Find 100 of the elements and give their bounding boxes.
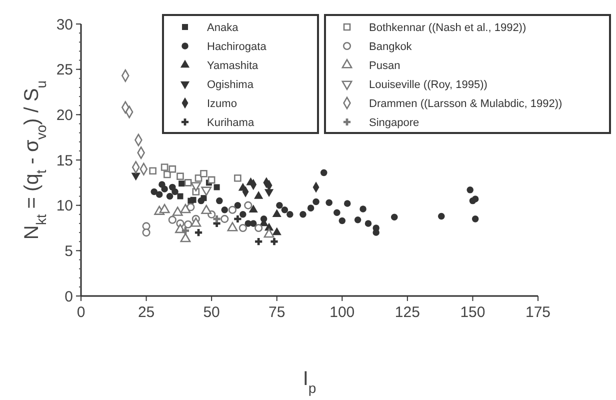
- point: [208, 176, 216, 184]
- legend-label: Anaka: [207, 22, 240, 34]
- point: [164, 170, 171, 178]
- point: [234, 202, 242, 209]
- x-tick-label: 150: [460, 304, 486, 321]
- x-tick-label: 0: [76, 304, 86, 321]
- point: [158, 181, 166, 188]
- point: [438, 212, 445, 220]
- point: [150, 188, 158, 196]
- point: [194, 174, 202, 182]
- point: [180, 204, 191, 214]
- point: [168, 216, 176, 224]
- legend-label: Louiseville ((Roy, 1995)): [369, 78, 488, 91]
- point: [201, 204, 212, 214]
- legend-label: Hachirogata: [207, 40, 268, 53]
- y-tick-label: 20: [56, 106, 73, 124]
- x-axis-title: I$_{p}$: [302, 368, 316, 396]
- x-tick-label: 100: [330, 304, 355, 321]
- point: [272, 227, 282, 236]
- point: [221, 206, 228, 214]
- point: [190, 182, 202, 192]
- point: [184, 179, 192, 186]
- point: [160, 164, 168, 171]
- point: [281, 206, 288, 214]
- point: [142, 228, 150, 237]
- point: [286, 211, 294, 218]
- point: [326, 199, 332, 206]
- point: [216, 197, 223, 204]
- x-tick-label: 25: [138, 304, 155, 321]
- y-tick-label: 25: [56, 62, 73, 79]
- point: [184, 220, 192, 228]
- point: [300, 211, 306, 218]
- point: [198, 197, 205, 204]
- point: [234, 174, 242, 182]
- y-tick-label: 15: [56, 152, 73, 170]
- point: [190, 196, 196, 203]
- point: [364, 220, 372, 227]
- point: [360, 206, 366, 212]
- point: [254, 191, 264, 199]
- point: [354, 216, 362, 224]
- legend-label: Izumo: [207, 98, 237, 110]
- point: [149, 167, 156, 175]
- point: [180, 232, 191, 242]
- point: [220, 214, 229, 223]
- point: [156, 191, 163, 198]
- point: [334, 209, 340, 216]
- y-tick-label: 30: [56, 16, 73, 34]
- point: [264, 189, 274, 197]
- point: [472, 216, 479, 222]
- point: [320, 169, 328, 176]
- point: [159, 204, 170, 214]
- legend-label: Kurihama: [207, 116, 255, 129]
- point: [182, 227, 190, 234]
- point: [270, 238, 278, 246]
- point: [372, 229, 380, 236]
- point: [200, 170, 208, 178]
- point: [190, 218, 202, 227]
- point: [172, 206, 183, 216]
- point: [276, 202, 283, 209]
- point: [176, 172, 184, 180]
- x-tick-label: 175: [525, 304, 551, 321]
- point: [227, 222, 238, 232]
- point: [338, 217, 346, 224]
- x-tick-label: 75: [268, 304, 286, 321]
- point: [240, 211, 246, 218]
- legend-label: Bangkok: [369, 40, 412, 53]
- x-tick-label: 50: [203, 304, 220, 321]
- point: [344, 200, 351, 207]
- point: [178, 180, 185, 187]
- point: [472, 196, 479, 202]
- point: [234, 215, 242, 222]
- point: [307, 204, 314, 212]
- x-tick-label: 125: [394, 304, 420, 321]
- legend-label: Bothkennar ((Nash et al., 1992)): [369, 22, 526, 34]
- y-tick-label: 10: [56, 198, 73, 215]
- point: [238, 224, 247, 232]
- legend-label: Ogishima: [207, 78, 254, 91]
- point: [250, 220, 257, 227]
- point: [312, 198, 320, 206]
- point: [228, 206, 236, 214]
- point: [244, 201, 252, 210]
- legend-label: Drammen ((Larsson & Mulabdic, 1992)): [369, 98, 562, 110]
- y-tick-label: 0: [64, 288, 73, 306]
- point: [248, 204, 258, 212]
- point: [166, 192, 174, 200]
- point: [168, 165, 176, 173]
- point: [201, 186, 212, 196]
- legend-label: Pusan: [369, 60, 400, 72]
- point: [390, 214, 398, 220]
- legend-label: Yamashita: [207, 60, 260, 72]
- point: [254, 224, 263, 232]
- point: [214, 184, 220, 190]
- point: [213, 215, 220, 222]
- point: [177, 193, 184, 200]
- point: [466, 186, 474, 194]
- point: [272, 209, 282, 218]
- y-tick-label: 5: [64, 242, 73, 260]
- point: [131, 172, 140, 181]
- point: [255, 238, 262, 246]
- point: [264, 228, 274, 238]
